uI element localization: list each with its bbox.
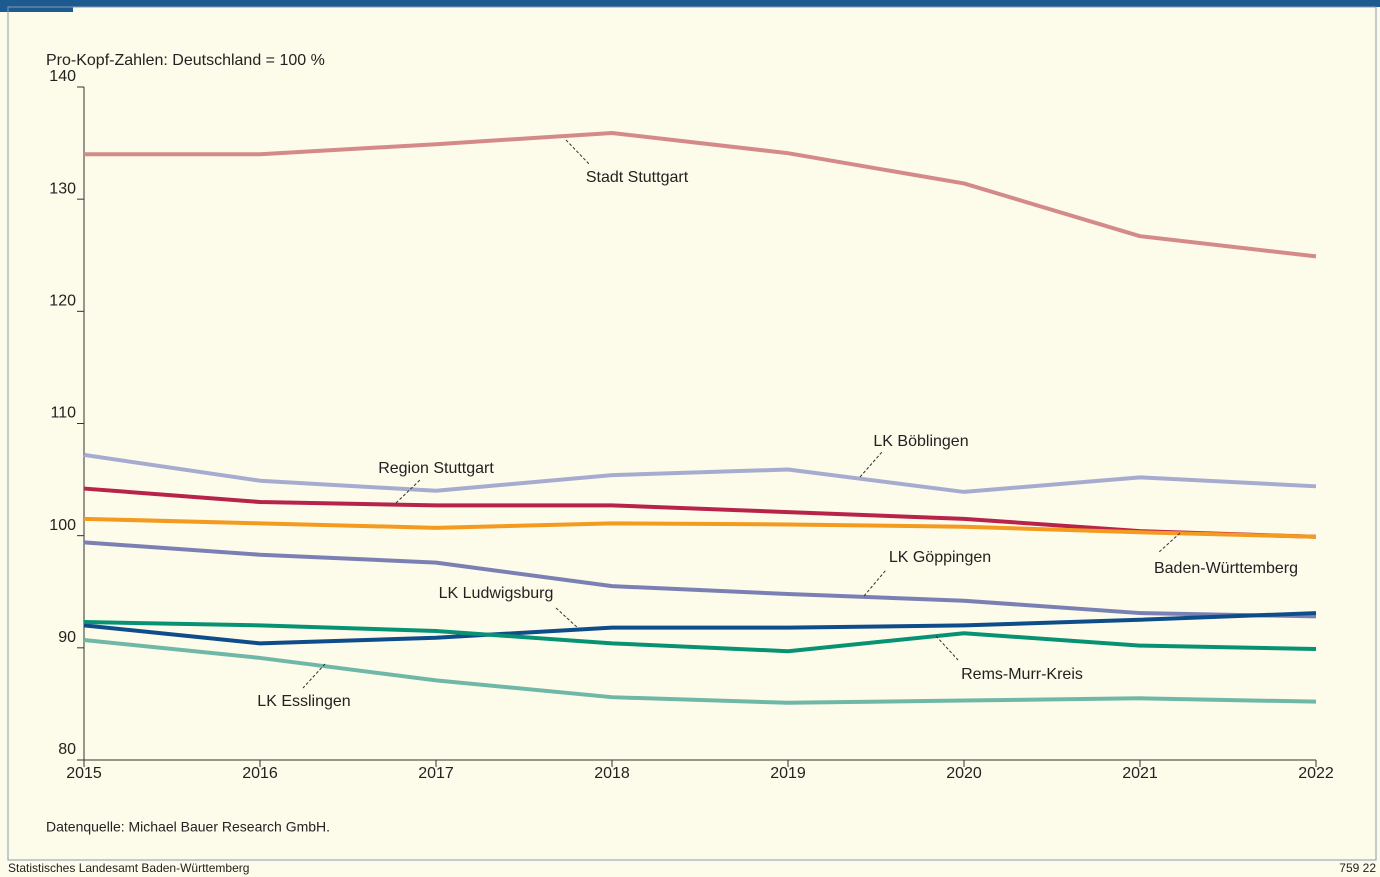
label-leader [565, 139, 591, 166]
y-tick-label: 130 [49, 180, 76, 197]
x-tick-label: 2021 [1122, 765, 1158, 782]
x-tick-label: 2015 [66, 765, 102, 782]
series-line [83, 486, 1317, 539]
y-tick-label: 90 [58, 629, 76, 646]
x-tick-label: 2018 [594, 765, 630, 782]
y-tick-label: 110 [50, 405, 76, 422]
series-label: Stadt Stuttgart [586, 169, 689, 186]
y-tick-label: 100 [49, 517, 76, 534]
x-tick-label: 2017 [418, 765, 454, 782]
footer-left: Statistisches Landesamt Baden-Württember… [8, 861, 249, 875]
top-tab [0, 0, 73, 12]
series-line [83, 516, 1317, 539]
series-line [83, 540, 1317, 619]
label-leader [395, 479, 421, 504]
x-tick-label: 2022 [1298, 765, 1334, 782]
x-tick-label: 2016 [242, 765, 278, 782]
y-tick-label: 80 [58, 741, 76, 758]
series-line [83, 620, 1317, 654]
series-label: LK Ludwigsburg [439, 585, 554, 602]
y-axis-label: Pro-Kopf-Zahlen: Deutschland = 100 % [46, 52, 325, 69]
source: Datenquelle: Michael Bauer Research GmbH… [46, 819, 330, 835]
series-line [83, 611, 1317, 646]
y-tick-label: 120 [49, 293, 76, 310]
y-tick-label: 140 [49, 68, 76, 85]
label-leader [863, 569, 887, 597]
series-label: Baden-Württemberg [1154, 560, 1298, 577]
series-label: LK Göppingen [889, 549, 991, 566]
series-label: Region Stuttgart [378, 460, 494, 477]
footer-right: 759 22 [1339, 861, 1376, 875]
series-line [83, 637, 1317, 705]
label-leader [935, 635, 959, 661]
label-leader [859, 451, 883, 478]
x-tick-label: 2019 [770, 765, 806, 782]
series-label: LK Esslingen [257, 693, 350, 710]
label-leader [302, 663, 326, 689]
top-bar [0, 0, 1380, 7]
series-line [84, 130, 1317, 259]
x-tick-label: 2020 [946, 765, 982, 782]
series-line [83, 452, 1317, 494]
frame [7, 6, 1377, 861]
series-label: Rems-Murr-Kreis [961, 666, 1083, 683]
series-label: LK Böblingen [873, 433, 968, 450]
